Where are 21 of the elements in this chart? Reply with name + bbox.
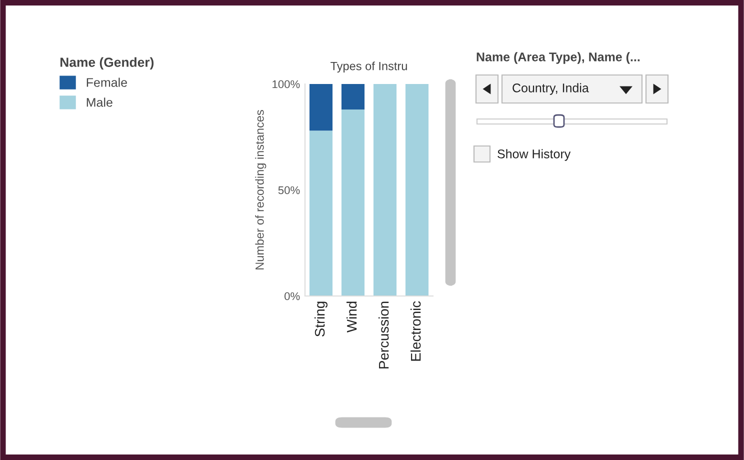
bar xyxy=(373,84,397,296)
bar xyxy=(309,130,333,296)
text: Country, India xyxy=(512,83,589,95)
text: Name (Area Type), Name (... xyxy=(476,52,640,64)
x-tick-label: Percussion xyxy=(378,302,389,368)
legend-title: Name (Gender) xyxy=(60,57,154,70)
bar xyxy=(405,84,429,296)
x-tick-label: Wind xyxy=(346,302,357,332)
bar xyxy=(341,109,365,296)
legend-label: Female xyxy=(86,78,127,87)
y-axis-title: Number of recording instances xyxy=(255,110,266,270)
legend-label: Male xyxy=(86,98,112,107)
x-tick-label: String xyxy=(314,302,328,337)
bar xyxy=(309,84,333,131)
text: Show History xyxy=(498,149,571,161)
y-tick-label: 50% xyxy=(278,186,300,194)
x-tick-label: Electronic xyxy=(410,301,421,361)
chart-title: Types of Instru xyxy=(330,62,407,73)
bar xyxy=(341,84,365,110)
y-tick-label: 0% xyxy=(284,292,300,300)
y-tick-label: 100% xyxy=(272,80,300,88)
